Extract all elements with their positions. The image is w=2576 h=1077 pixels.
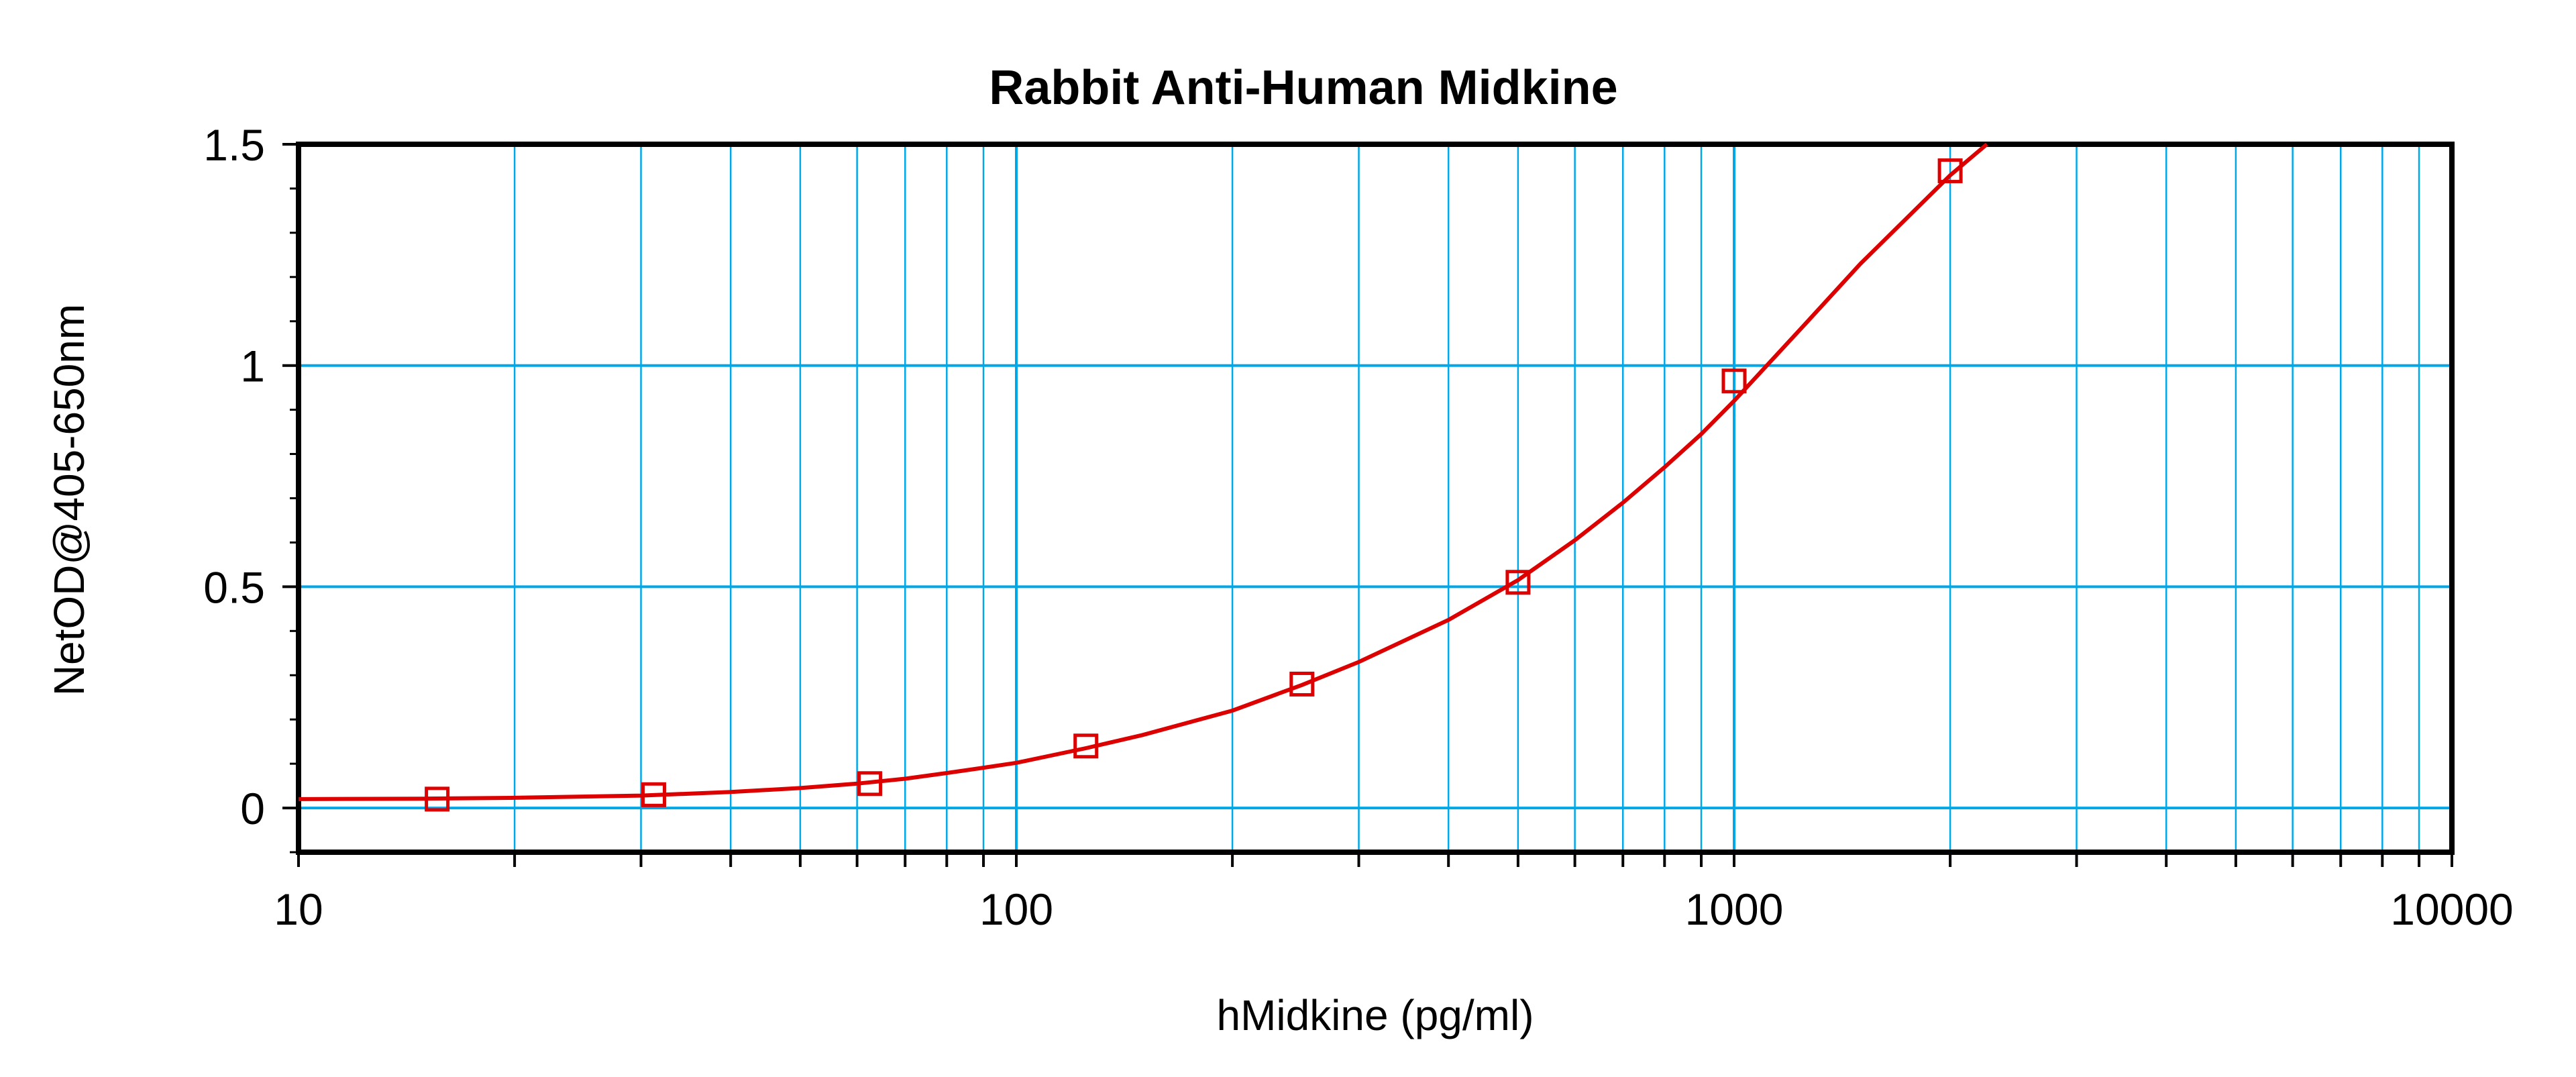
data-point	[1505, 570, 1531, 595]
chart-title: Rabbit Anti-Human Midkine	[989, 61, 1617, 115]
y-tick-label: 0.5	[203, 562, 265, 612]
tick-labels: 10 100 1000 10000 0 0.5 1 1.5	[203, 120, 2514, 934]
data-point	[425, 786, 450, 812]
y-tick-label: 1.5	[203, 120, 265, 170]
data-points	[425, 158, 1963, 812]
data-point	[1073, 733, 1099, 759]
data-point	[1721, 368, 1747, 394]
grid	[299, 143, 2452, 852]
x-tick-label: 10	[274, 884, 323, 934]
data-point	[1289, 671, 1315, 697]
x-tick-label: 100	[979, 884, 1053, 934]
y-tick-label: 1	[240, 342, 265, 391]
plot-frame	[296, 142, 2455, 855]
data-point	[641, 782, 666, 807]
axis-ticks	[282, 143, 2453, 867]
y-tick-label: 0	[240, 784, 265, 833]
x-tick-label: 10000	[2390, 884, 2514, 934]
y-axis-label: NetOD@405-650nm	[45, 304, 93, 696]
fit-curve	[298, 142, 1988, 801]
data-point	[1937, 158, 1963, 184]
x-axis-label: hMidkine (pg/ml)	[1216, 991, 1534, 1039]
data-point	[857, 771, 883, 797]
x-tick-label: 1000	[1685, 884, 1784, 934]
